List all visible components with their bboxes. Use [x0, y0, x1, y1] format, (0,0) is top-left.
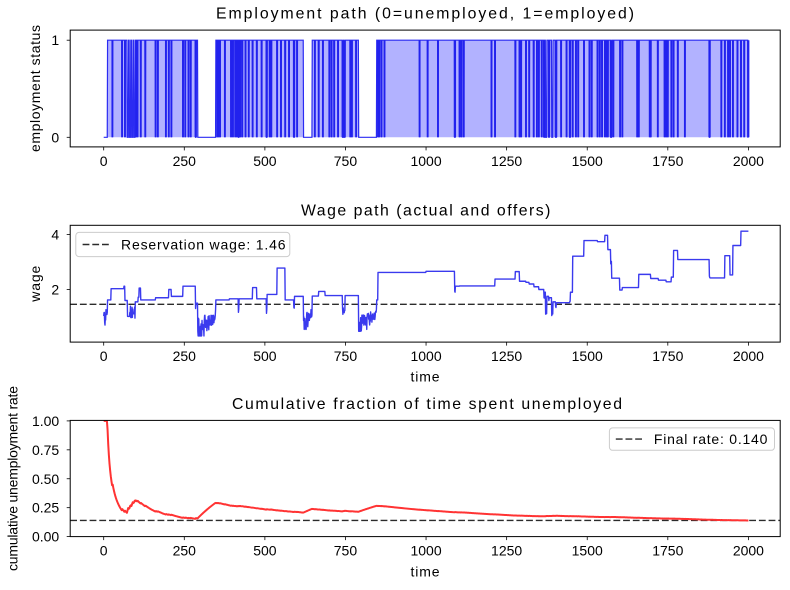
svg-text:250: 250 [173, 348, 197, 364]
svg-text:0.75: 0.75 [32, 442, 59, 458]
svg-text:1500: 1500 [572, 153, 603, 169]
svg-text:1250: 1250 [491, 348, 522, 364]
svg-text:1000: 1000 [410, 543, 441, 559]
svg-text:0.25: 0.25 [32, 500, 59, 516]
svg-text:time: time [411, 563, 440, 579]
svg-text:0: 0 [51, 129, 59, 145]
svg-text:Employment path (0=unemployed,: Employment path (0=unemployed, 1=employe… [216, 5, 634, 22]
svg-text:time: time [411, 369, 440, 385]
svg-text:750: 750 [334, 543, 358, 559]
svg-text:employment status: employment status [27, 25, 43, 152]
svg-text:500: 500 [253, 543, 277, 559]
svg-text:1250: 1250 [491, 153, 522, 169]
svg-text:Cumulative fraction of time sp: Cumulative fraction of time spent unempl… [232, 396, 622, 413]
svg-text:250: 250 [173, 543, 197, 559]
svg-text:0: 0 [100, 543, 108, 559]
svg-text:1750: 1750 [652, 153, 683, 169]
svg-text:750: 750 [334, 153, 358, 169]
svg-text:1250: 1250 [491, 543, 522, 559]
svg-text:1000: 1000 [410, 153, 441, 169]
svg-text:wage: wage [27, 265, 43, 302]
svg-text:1500: 1500 [572, 348, 603, 364]
svg-text:Wage path (actual and offers): Wage path (actual and offers) [301, 203, 551, 220]
svg-text:500: 500 [253, 348, 277, 364]
svg-text:1000: 1000 [410, 348, 441, 364]
svg-text:1750: 1750 [652, 348, 683, 364]
svg-text:0: 0 [100, 348, 108, 364]
svg-text:2000: 2000 [733, 348, 764, 364]
svg-text:0.00: 0.00 [32, 529, 59, 545]
svg-text:2000: 2000 [733, 153, 764, 169]
svg-text:cumulative unemployment rate: cumulative unemployment rate [5, 386, 21, 571]
svg-text:1750: 1750 [652, 543, 683, 559]
svg-text:2000: 2000 [733, 543, 764, 559]
svg-text:1.00: 1.00 [32, 413, 59, 429]
svg-text:0.50: 0.50 [32, 471, 59, 487]
svg-text:4: 4 [51, 227, 59, 243]
svg-text:Final rate: 0.140: Final rate: 0.140 [654, 431, 768, 447]
svg-text:250: 250 [173, 153, 197, 169]
svg-text:750: 750 [334, 348, 358, 364]
svg-text:2: 2 [51, 282, 59, 298]
svg-text:1: 1 [51, 32, 59, 48]
svg-text:1500: 1500 [572, 543, 603, 559]
svg-text:Reservation wage: 1.46: Reservation wage: 1.46 [121, 236, 286, 252]
svg-text:0: 0 [100, 153, 108, 169]
svg-text:500: 500 [253, 153, 277, 169]
